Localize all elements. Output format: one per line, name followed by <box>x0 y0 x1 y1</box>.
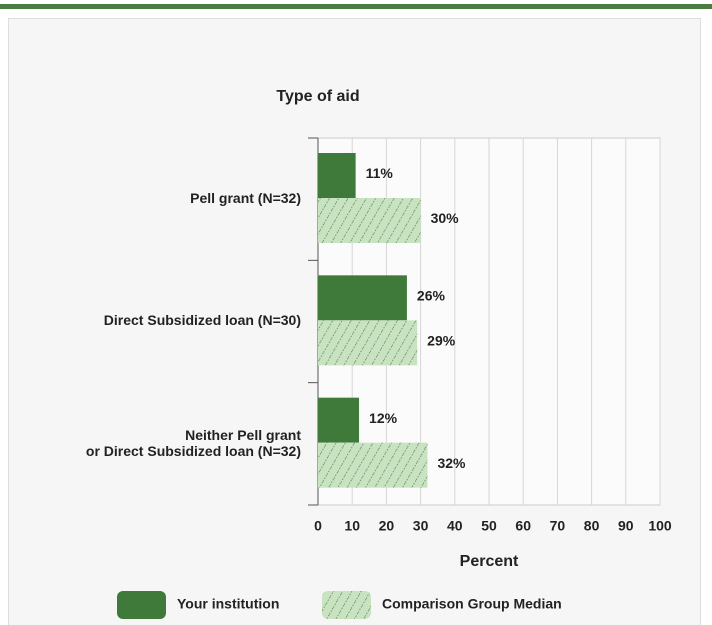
x-tick-label: 60 <box>515 518 531 534</box>
x-tick-label: 40 <box>447 518 463 534</box>
legend-label: Comparison Group Median <box>382 596 562 612</box>
bar <box>318 275 407 321</box>
x-tick-label: 30 <box>413 518 429 534</box>
x-tick-label: 100 <box>648 518 672 534</box>
bar <box>318 397 360 443</box>
legend-swatch <box>117 591 166 619</box>
x-tick-label: 20 <box>379 518 395 534</box>
x-tick-label: 70 <box>550 518 566 534</box>
bar <box>318 442 428 488</box>
x-tick-label: 50 <box>481 518 497 534</box>
value-label: 12% <box>369 410 398 426</box>
y-tick-label: Pell grant (N=32) <box>190 190 301 206</box>
value-label: 26% <box>417 288 446 304</box>
legend-swatch <box>322 591 371 619</box>
bar <box>318 320 418 366</box>
x-tick-label: 0 <box>314 518 322 534</box>
top-bar <box>0 4 712 9</box>
chart-title: Type of aid <box>276 88 359 105</box>
legend-label: Your institution <box>177 596 279 612</box>
value-label: 29% <box>427 333 456 349</box>
x-tick-label: 80 <box>584 518 600 534</box>
value-label: 30% <box>431 210 460 226</box>
x-axis-label: Percent <box>460 553 519 570</box>
bar <box>318 198 421 243</box>
bar <box>318 153 356 198</box>
value-label: 32% <box>437 455 466 471</box>
x-tick-label: 10 <box>344 518 360 534</box>
y-tick-label: Direct Subsidized loan (N=30) <box>104 312 301 328</box>
value-label: 11% <box>366 165 394 181</box>
x-tick-label: 90 <box>618 518 634 534</box>
y-tick-label: Neither Pell grant or Direct Subsidized l… <box>86 427 301 459</box>
